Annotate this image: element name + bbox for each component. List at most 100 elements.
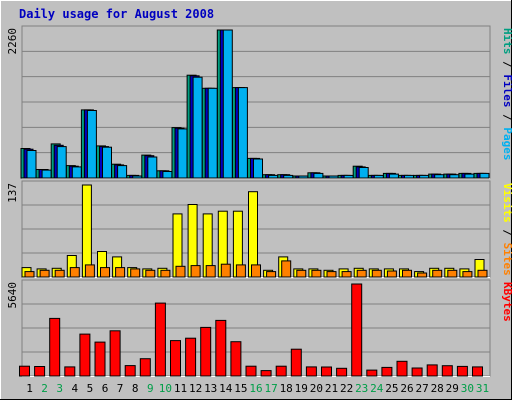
bar-pages-day-23 <box>358 167 369 179</box>
bar-pages-day-3 <box>56 146 67 179</box>
bar-sites-day-26 <box>402 269 412 278</box>
bar-pages-day-4 <box>71 166 82 179</box>
bar-pages-day-22 <box>343 174 354 179</box>
bar-sites-day-30 <box>462 271 473 278</box>
bar-sites-day-19 <box>296 269 307 278</box>
x-tick-label-day-24: 24 <box>370 382 384 395</box>
bar-sites-day-9 <box>145 269 156 278</box>
bar-pages-day-7 <box>117 165 128 179</box>
bar-sites-day-3 <box>54 269 65 278</box>
bar-pages-day-28 <box>434 174 445 179</box>
legend-separator: / <box>501 55 512 75</box>
legend-1: Hits / Files / Pages <box>501 28 512 161</box>
x-tick-label-day-14: 14 <box>219 382 233 395</box>
x-tick-label-day-17: 17 <box>264 382 277 395</box>
bar-pages-day-31 <box>479 172 490 179</box>
x-tick-label-day-27: 27 <box>415 382 428 395</box>
bar-sites-day-17 <box>266 271 277 278</box>
legend-sites: Sites <box>501 243 512 276</box>
bar-kbytes-day-25 <box>381 366 393 377</box>
bar-pages-day-10 <box>162 171 173 179</box>
bar-pages-day-24 <box>373 174 384 179</box>
bar-pages-day-1 <box>26 150 37 179</box>
bar-sites-day-31 <box>477 269 488 278</box>
x-tick-label-day-29: 29 <box>446 382 459 395</box>
bar-pages-day-15 <box>237 87 248 179</box>
bar-pages-day-19 <box>298 175 309 179</box>
bar-kbytes-day-19 <box>290 348 302 377</box>
bar-visits-day-16 <box>248 191 258 278</box>
bar-kbytes-day-1 <box>19 365 30 377</box>
legend-separator: / <box>501 223 512 243</box>
x-tick-label-day-20: 20 <box>310 382 323 395</box>
x-tick-label-day-16: 16 <box>249 382 262 395</box>
bar-pages-day-20 <box>313 172 324 179</box>
bar-kbytes-day-24 <box>366 369 378 377</box>
x-tick-label-day-25: 25 <box>385 382 398 395</box>
bar-pages-day-12 <box>192 76 203 179</box>
bar-kbytes-day-29 <box>441 365 453 377</box>
bar-kbytes-day-16 <box>245 365 257 377</box>
bar-kbytes-day-27 <box>411 367 423 377</box>
bar-kbytes-day-14 <box>215 319 227 377</box>
chart-title: Daily usage for August 2008 <box>19 7 214 21</box>
bar-sites-day-4 <box>69 267 80 278</box>
bar-sites-day-20 <box>311 269 322 278</box>
bar-sites-day-25 <box>386 270 397 278</box>
bar-kbytes-day-20 <box>305 366 317 377</box>
x-tick-label-day-30: 30 <box>461 382 474 395</box>
bar-pages-day-21 <box>328 175 339 179</box>
bar-sites-day-23 <box>356 269 367 278</box>
bar-pages-day-25 <box>388 173 399 179</box>
bar-sites-day-14 <box>220 263 231 278</box>
bar-pages-day-14 <box>222 29 233 179</box>
bar-pages-day-27 <box>419 174 430 179</box>
x-tick-label-day-6: 6 <box>102 382 109 395</box>
bar-pages-day-13 <box>207 87 218 179</box>
x-tick-label-day-12: 12 <box>189 382 202 395</box>
bar-kbytes-day-23 <box>351 283 363 377</box>
bar-pages-day-29 <box>449 174 460 179</box>
bar-pages-day-11 <box>177 128 188 179</box>
bar-pages-day-16 <box>253 158 263 179</box>
bar-kbytes-day-28 <box>426 364 438 377</box>
legend-pages: Pages <box>501 127 512 160</box>
x-tick-label-day-13: 13 <box>204 382 217 395</box>
x-tick-label-day-28: 28 <box>431 382 444 395</box>
bar-kbytes-day-7 <box>109 330 121 377</box>
bar-visits-day-5 <box>81 184 92 278</box>
bar-kbytes-day-22 <box>336 367 348 377</box>
x-tick-label-day-5: 5 <box>87 382 94 395</box>
bar-kbytes-day-26 <box>396 360 408 377</box>
bar-sites-day-18 <box>281 260 292 278</box>
bar-kbytes-day-17 <box>260 370 272 377</box>
bar-kbytes-day-10 <box>154 302 166 377</box>
bar-kbytes-day-12 <box>185 337 197 377</box>
x-tick-label-day-22: 22 <box>340 382 353 395</box>
bar-sites-day-10 <box>160 269 171 278</box>
bar-sites-day-15 <box>235 264 246 278</box>
x-tick-label-day-19: 19 <box>295 382 308 395</box>
bar-pages-day-8 <box>132 175 143 179</box>
bar-sites-day-11 <box>175 265 186 278</box>
y-max-label-1: 2260 <box>6 28 19 55</box>
legend-visits: Visits <box>501 183 512 223</box>
x-tick-label-day-8: 8 <box>132 382 139 395</box>
legend-separator: / <box>501 108 512 128</box>
bar-kbytes-day-31 <box>472 366 483 377</box>
bar-pages-day-17 <box>268 174 279 179</box>
bar-pages-day-26 <box>404 174 414 179</box>
bar-sites-day-1 <box>24 271 35 278</box>
x-tick-label-day-31: 31 <box>476 382 489 395</box>
x-tick-label-day-18: 18 <box>280 382 293 395</box>
bar-pages-day-2 <box>41 169 52 179</box>
legend-hits: Hits <box>501 28 512 55</box>
x-tick-label-day-11: 11 <box>174 382 187 395</box>
bar-sites-day-21 <box>326 271 337 278</box>
bar-sites-day-5 <box>84 264 95 278</box>
bar-kbytes-day-15 <box>230 341 242 377</box>
bar-kbytes-day-21 <box>321 366 332 377</box>
bar-sites-day-13 <box>205 265 216 278</box>
bar-kbytes-day-3 <box>49 317 61 377</box>
